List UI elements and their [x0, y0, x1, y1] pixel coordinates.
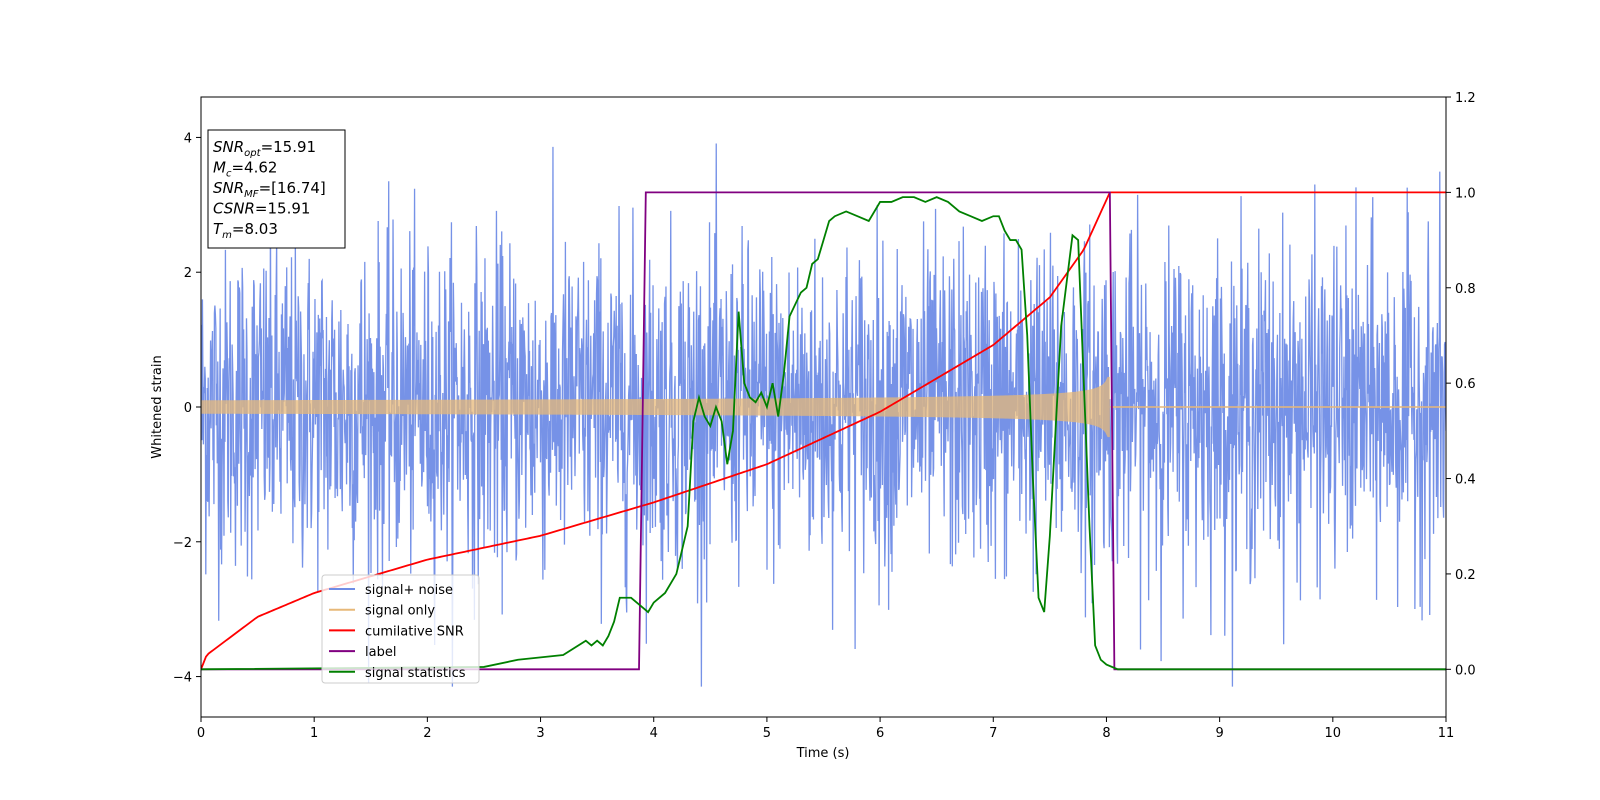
x-tick-label: 1	[310, 726, 318, 741]
annotation-line: CSNR=15.91	[213, 200, 310, 218]
y-right-tick-label: 0.2	[1455, 568, 1476, 583]
annotation-line: SNRMF=[16.74]	[213, 179, 326, 200]
y-left-axis-ticks: 4 2 0 −2 −4	[173, 131, 201, 686]
y-right-tick-label: 0.6	[1455, 377, 1476, 392]
annotation-line: Tm=8.03	[213, 220, 278, 241]
x-tick-label: 0	[197, 726, 205, 741]
snr-annotation-box: SNRopt=15.91Mc=4.62SNRMF=[16.74]CSNR=15.…	[207, 129, 346, 249]
signal-only-series	[201, 376, 1446, 438]
y-right-tick-label: 0.4	[1455, 473, 1476, 488]
y-left-tick-label: 4	[184, 131, 192, 146]
x-tick-label: 5	[763, 726, 771, 741]
x-tick-label: 7	[989, 726, 997, 741]
y-right-tick-label: 0.0	[1455, 663, 1476, 678]
x-axis-ticks: 0 1 2 3 4 5 6 7 8 9 10 11	[197, 717, 1454, 741]
y-right-axis-ticks: 1.2 1.0 0.8 0.6 0.4 0.2 0.0	[1446, 91, 1476, 678]
legend-entry: cumilative SNR	[365, 624, 464, 639]
y-left-tick-label: −2	[173, 536, 192, 551]
x-tick-label: 11	[1438, 726, 1455, 741]
signal-only-band	[201, 376, 1110, 438]
legend-frame	[321, 574, 480, 684]
x-tick-label: 6	[876, 726, 884, 741]
legend: signal+ noise signal only cumilative SNR la…	[321, 574, 480, 684]
y-right-tick-label: 1.2	[1455, 91, 1476, 106]
legend-entry: signal statistics	[365, 666, 466, 681]
y-left-tick-label: 0	[184, 401, 192, 416]
x-tick-label: 4	[650, 726, 658, 741]
x-tick-label: 8	[1102, 726, 1110, 741]
y-axis-label: Whitened strain	[150, 355, 165, 458]
x-axis-label: Time (s)	[796, 746, 850, 761]
annotation-line: SNRopt=15.91	[213, 138, 316, 159]
x-tick-label: 2	[423, 726, 431, 741]
annotation-frame	[207, 129, 346, 249]
x-tick-label: 10	[1325, 726, 1342, 741]
annotation-line: Mc=4.62	[213, 159, 277, 180]
x-tick-label: 9	[1215, 726, 1223, 741]
legend-entry: label	[365, 645, 396, 660]
y-right-tick-label: 0.8	[1455, 282, 1476, 297]
right-axis-series	[201, 191, 1446, 671]
legend-entry: signal only	[365, 604, 435, 619]
y-left-tick-label: −4	[173, 671, 192, 686]
y-right-tick-label: 1.0	[1455, 186, 1476, 201]
signal-statistics-line	[201, 196, 1446, 671]
cumulative-snr-line	[201, 191, 1446, 670]
legend-entry: signal+ noise	[365, 583, 453, 598]
x-tick-label: 3	[536, 726, 544, 741]
y-left-tick-label: 2	[184, 266, 192, 281]
